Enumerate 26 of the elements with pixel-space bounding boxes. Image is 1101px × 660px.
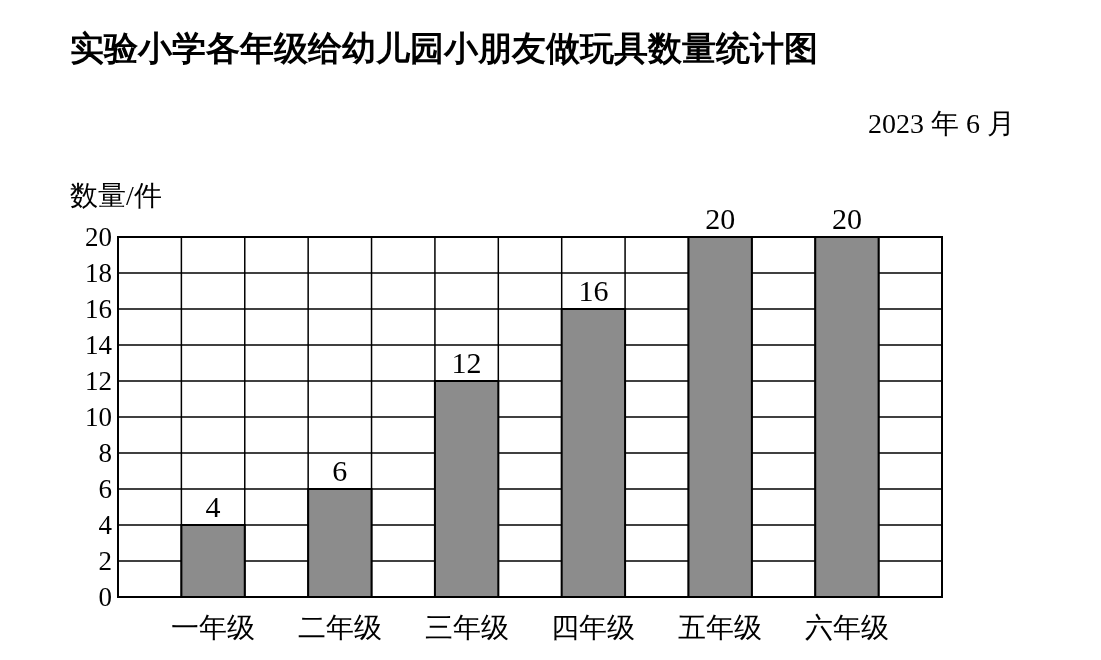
x-tick-label: 六年级	[804, 612, 889, 643]
y-tick-label: 16	[85, 294, 112, 324]
y-tick-label: 10	[85, 402, 112, 432]
x-tick-label: 二年级	[297, 612, 382, 643]
y-tick-label: 4	[98, 510, 113, 540]
y-tick-label: 12	[85, 366, 112, 396]
x-tick-label: 一年级	[171, 612, 256, 643]
data-label: 16	[578, 274, 609, 307]
x-tick-label: 三年级	[424, 612, 509, 643]
data-label: 4	[205, 490, 221, 523]
x-tick-label: 五年级	[678, 612, 763, 643]
data-label: 12	[451, 346, 482, 379]
y-tick-label: 8	[98, 438, 112, 468]
title: 实验小学各年级给幼儿园小朋友做玩具数量统计图	[70, 28, 818, 68]
x-tick-label: 四年级	[551, 612, 636, 643]
y-tick-label: 0	[98, 582, 112, 612]
data-label: 6	[332, 454, 348, 487]
y-axis-title: 数量/件	[70, 180, 162, 211]
y-tick-label: 20	[85, 222, 112, 252]
chart-subtitle: 2023 年 6 月	[868, 108, 1015, 139]
data-label: 20	[705, 202, 736, 235]
y-tick-label: 18	[85, 258, 112, 288]
y-tick-label: 14	[85, 330, 113, 360]
y-tick-label: 2	[98, 546, 112, 576]
y-tick-label: 6	[98, 474, 112, 504]
data-label: 20	[831, 202, 862, 235]
